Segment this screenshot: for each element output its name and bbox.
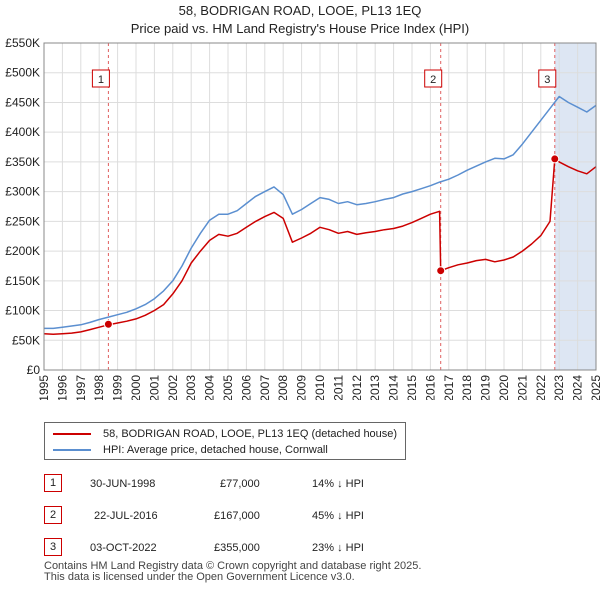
x-tick-label: 1999 bbox=[111, 375, 125, 400]
x-tick-label: 2004 bbox=[203, 375, 217, 400]
x-tick-label: 2018 bbox=[460, 375, 474, 400]
footer-licence: This data is licensed under the Open Gov… bbox=[44, 571, 355, 583]
sale-date: 22-JUL-2016 bbox=[94, 510, 158, 522]
sale-hpi-diff: 45% ↓ HPI bbox=[312, 510, 364, 522]
sale-number-badge: 2 bbox=[44, 506, 62, 524]
chart-title-line1: 58, BODRIGAN ROAD, LOOE, PL13 1EQ bbox=[178, 3, 422, 18]
x-tick-label: 2003 bbox=[184, 375, 198, 400]
sale-point bbox=[436, 266, 446, 276]
y-tick-label: £0 bbox=[27, 363, 41, 377]
sale-date: 03-OCT-2022 bbox=[90, 542, 157, 554]
x-tick-label: 2025 bbox=[589, 375, 600, 400]
sale-annotation-box bbox=[538, 69, 557, 88]
x-tick-label: 2024 bbox=[571, 375, 585, 400]
y-tick-label: £450K bbox=[5, 95, 40, 109]
price-chart: £0 £50K £100K £150K £200K £250K £300K £350K £400… bbox=[5, 36, 600, 400]
x-tick-label: 2002 bbox=[166, 375, 180, 400]
x-tick-label: 2021 bbox=[515, 375, 529, 400]
x-tick-label: 2016 bbox=[423, 375, 437, 400]
sale-price: £355,000 bbox=[214, 542, 260, 554]
sale-date: 30-JUN-1998 bbox=[90, 478, 156, 490]
hpi-line bbox=[44, 95, 597, 330]
legend-label-hpi: HPI: Average price, detached house, Corn… bbox=[103, 444, 328, 456]
x-tick-label: 2005 bbox=[221, 375, 235, 400]
y-tick-label: £550K bbox=[5, 36, 40, 50]
x-tick-label: 2017 bbox=[442, 375, 456, 400]
x-tick-label: 1997 bbox=[74, 375, 88, 400]
legend-label-property: 58, BODRIGAN ROAD, LOOE, PL13 1EQ (detac… bbox=[103, 428, 398, 440]
y-tick-label: £500K bbox=[5, 66, 40, 80]
sale-annotation-box bbox=[91, 69, 110, 88]
x-tick-label: 2014 bbox=[387, 375, 401, 400]
x-tick-label: 1996 bbox=[55, 375, 69, 400]
sale-row: 3 03-OCT-2022 £355,000 23% ↓ HPI bbox=[44, 538, 444, 558]
chart-title-line2: Price paid vs. HM Land Registry's House … bbox=[130, 21, 470, 36]
x-tick-label: 2013 bbox=[368, 375, 382, 400]
legend-swatch-hpi bbox=[53, 449, 91, 451]
y-tick-label: £250K bbox=[5, 214, 40, 228]
sale-row: 2 22-JUL-2016 £167,000 45% ↓ HPI bbox=[44, 506, 444, 526]
property-price-line bbox=[43, 158, 597, 336]
sale-number-badge: 1 bbox=[44, 474, 62, 492]
sale-hpi-diff: 14% ↓ HPI bbox=[312, 478, 364, 490]
sale-annotation-label: 3 bbox=[544, 74, 550, 86]
x-tick-label: 2001 bbox=[147, 375, 161, 400]
sale-row: 1 30-JUN-1998 £77,000 14% ↓ HPI bbox=[44, 474, 444, 494]
x-tick-label: 2011 bbox=[331, 375, 345, 400]
x-tick-label: 2019 bbox=[479, 375, 493, 400]
sale-point bbox=[103, 319, 113, 329]
sale-number-badge: 3 bbox=[44, 538, 62, 556]
x-tick-label: 1998 bbox=[92, 375, 106, 400]
sale-annotation-label: 2 bbox=[430, 74, 436, 86]
legend-swatch-property bbox=[53, 433, 91, 435]
x-tick-label: 2006 bbox=[239, 375, 253, 400]
x-tick-label: 2020 bbox=[497, 375, 511, 400]
x-tick-label: 2022 bbox=[534, 375, 548, 400]
sale-point bbox=[550, 154, 560, 164]
y-tick-label: £350K bbox=[5, 155, 40, 169]
sale-hpi-diff: 23% ↓ HPI bbox=[312, 542, 364, 554]
footer-copyright: Contains HM Land Registry data © Crown c… bbox=[44, 560, 422, 572]
legend-item-property: 58, BODRIGAN ROAD, LOOE, PL13 1EQ (detac… bbox=[53, 426, 397, 442]
x-tick-label: 2008 bbox=[276, 375, 290, 400]
x-tick-label: 2012 bbox=[350, 375, 364, 400]
x-tick-label: 2023 bbox=[552, 375, 566, 400]
x-tick-label: 2009 bbox=[295, 375, 309, 400]
x-tick-label: 2010 bbox=[313, 375, 327, 400]
y-tick-label: £50K bbox=[12, 333, 40, 347]
x-tick-label: 2000 bbox=[129, 375, 143, 400]
sale-annotation-label: 1 bbox=[98, 74, 104, 86]
y-tick-label: £100K bbox=[5, 304, 40, 318]
x-tick-label: 2015 bbox=[405, 375, 419, 400]
post-sale-shade bbox=[554, 43, 596, 370]
y-tick-label: £400K bbox=[5, 125, 40, 139]
sale-price: £77,000 bbox=[220, 478, 260, 490]
sale-price: £167,000 bbox=[214, 510, 260, 522]
y-tick-label: £150K bbox=[5, 274, 40, 288]
x-tick-label: 2007 bbox=[258, 375, 272, 400]
y-tick-label: £300K bbox=[5, 185, 40, 199]
chart-legend: 58, BODRIGAN ROAD, LOOE, PL13 1EQ (detac… bbox=[44, 422, 406, 460]
plot-border bbox=[43, 42, 597, 371]
footer-attribution: Contains HM Land Registry data © Crown c… bbox=[44, 561, 421, 583]
y-tick-label: £200K bbox=[5, 244, 40, 258]
sale-annotation-box bbox=[424, 69, 443, 88]
legend-item-hpi: HPI: Average price, detached house, Corn… bbox=[53, 442, 328, 458]
x-tick-label: 1995 bbox=[37, 375, 51, 400]
